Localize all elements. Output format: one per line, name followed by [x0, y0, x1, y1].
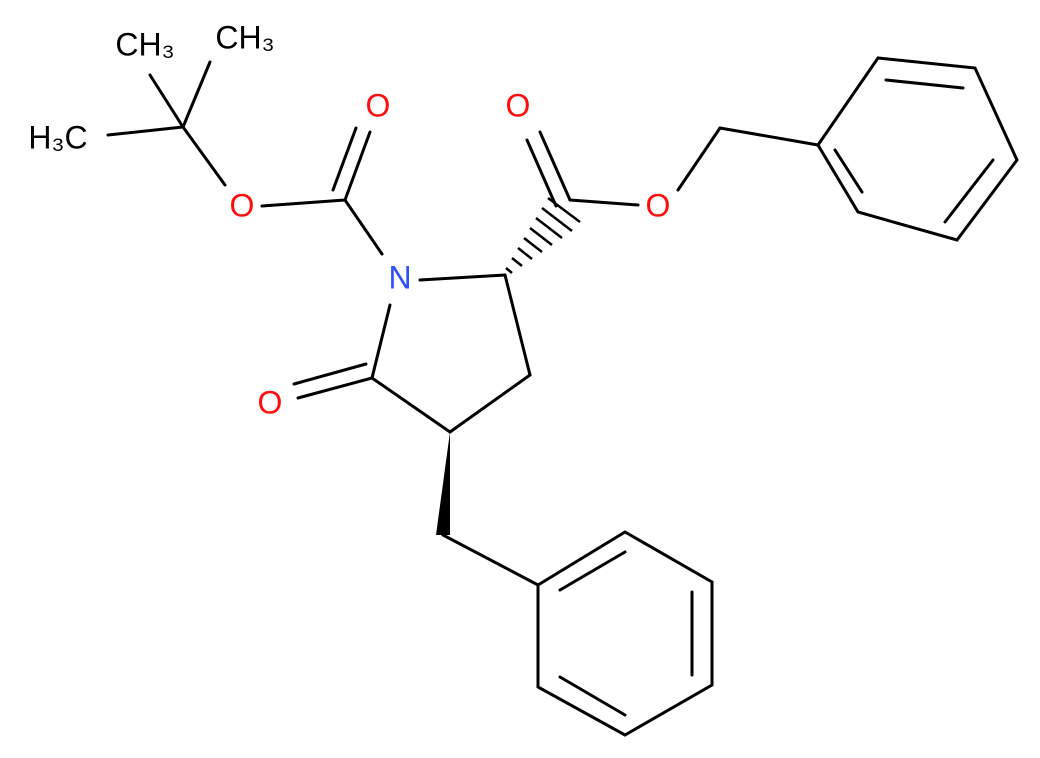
atom-label: O	[258, 384, 283, 420]
bonds	[106, 56, 1019, 737]
hashed-bond	[505, 197, 581, 274]
atom-label: O	[646, 187, 671, 223]
atom-label: O	[506, 87, 531, 123]
wedge-bond	[436, 432, 450, 535]
atom-label: O	[230, 187, 255, 223]
atom-label: CH₃	[115, 26, 174, 62]
atom-label: O	[366, 87, 391, 123]
atom-label: H₃C	[28, 119, 87, 155]
atom-label: CH₃	[215, 19, 274, 55]
atom-label: N	[388, 259, 411, 295]
